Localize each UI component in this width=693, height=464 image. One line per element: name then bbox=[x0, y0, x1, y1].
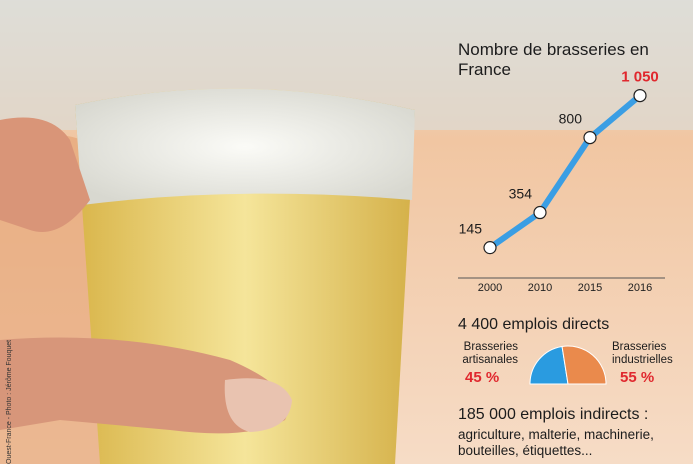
indirect-text: agriculture, malterie, machinerie, boute… bbox=[458, 427, 693, 458]
x-tick-label: 2015 bbox=[578, 282, 602, 294]
pie-category: Brasseries industrielles bbox=[612, 341, 678, 367]
point bbox=[634, 90, 646, 102]
pie-title: 4 400 emplois directs bbox=[458, 316, 609, 334]
foam bbox=[75, 89, 415, 205]
point bbox=[534, 207, 546, 219]
pie-value-label: 55 % bbox=[620, 369, 654, 386]
x-tick-label: 2016 bbox=[628, 282, 652, 294]
infographic: 20002010201520161453548001 050 Nombre de… bbox=[0, 0, 693, 464]
value-label: 145 bbox=[459, 221, 483, 237]
x-tick-label: 2000 bbox=[478, 282, 502, 294]
credit: Ouest-France - Photo : Jérôme Fouquet bbox=[6, 284, 14, 464]
value-label: 800 bbox=[559, 111, 583, 127]
point bbox=[484, 242, 496, 254]
x-tick-label: 2010 bbox=[528, 282, 552, 294]
indirect-title: 185 000 emplois indirects : bbox=[458, 406, 648, 424]
pie-category: Brasseries artisanales bbox=[452, 341, 518, 367]
value-label: 354 bbox=[509, 186, 533, 202]
line-title: Nombre de brasseries en France bbox=[458, 40, 668, 79]
point bbox=[584, 132, 596, 144]
pie-value-label: 45 % bbox=[465, 369, 499, 386]
